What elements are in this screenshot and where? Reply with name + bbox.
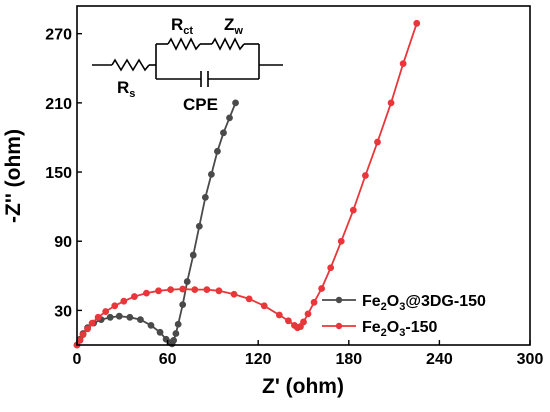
data-point	[76, 336, 84, 344]
data-point	[201, 194, 209, 201]
data-point	[189, 251, 197, 259]
data-point	[203, 286, 211, 294]
data-point	[147, 321, 155, 329]
data-point	[174, 320, 182, 328]
data-point	[297, 323, 304, 330]
data-point	[183, 278, 191, 285]
data-point	[220, 129, 227, 137]
data-point	[191, 286, 199, 294]
data-point	[88, 319, 96, 327]
data-point	[130, 293, 138, 300]
data-point	[304, 310, 312, 318]
data-point	[84, 325, 91, 333]
equivalent-circuit-inset	[92, 37, 283, 87]
resistor-rct-icon	[167, 37, 201, 51]
data-point	[126, 313, 134, 321]
legend-swatch-marker	[335, 322, 343, 330]
data-point	[214, 147, 221, 155]
y-tick-label: 150	[45, 165, 72, 182]
data-point	[245, 295, 253, 303]
x-tick-label: 180	[335, 351, 362, 368]
legend-swatch-marker	[335, 296, 343, 304]
resistor-rs-icon	[111, 58, 150, 72]
y-tick-label: 210	[45, 96, 72, 113]
data-point	[232, 99, 239, 107]
x-tick-label: 60	[159, 351, 177, 368]
data-point	[102, 308, 110, 315]
data-point	[115, 312, 123, 320]
data-point	[156, 328, 164, 336]
data-point	[300, 318, 307, 326]
data-point	[106, 313, 114, 321]
y-tick-label: 30	[54, 303, 72, 320]
data-point	[167, 286, 175, 294]
series-line-0	[76, 102, 237, 346]
plot-frame	[76, 5, 531, 346]
data-point	[195, 222, 203, 230]
data-point	[387, 99, 395, 107]
data-point	[362, 172, 369, 179]
rct-label: Rct	[171, 15, 193, 37]
data-point	[226, 114, 233, 122]
data-point	[318, 285, 326, 292]
data-point	[337, 237, 345, 245]
data-point	[79, 331, 87, 339]
data-point	[327, 264, 335, 272]
y-tick-label: 90	[54, 234, 72, 251]
data-point	[155, 287, 162, 295]
data-point	[94, 313, 102, 321]
data-point	[260, 302, 268, 310]
data-point	[179, 285, 187, 293]
x-axis-title: Z' (ohm)	[262, 375, 344, 398]
data-point	[413, 19, 421, 27]
x-tick-label: 300	[517, 351, 544, 368]
data-point	[215, 287, 223, 295]
x-tick-label: 120	[245, 351, 272, 368]
data-point	[399, 60, 407, 68]
y-axis-title: -Z'' (ohm)	[2, 129, 25, 223]
cpe-label: CPE	[183, 95, 218, 114]
data-point	[179, 301, 187, 309]
legend-label: Fe2O3@3DG-150	[362, 293, 486, 313]
data-point	[374, 138, 381, 146]
data-point	[137, 316, 144, 324]
data-point	[143, 289, 150, 297]
y-tick-label: 270	[45, 27, 72, 44]
warburg-zw-icon	[211, 37, 245, 51]
data-point	[230, 290, 238, 298]
x-tick-label: 0	[73, 351, 82, 368]
x-tick-label: 240	[426, 351, 453, 368]
data-point	[275, 311, 283, 319]
data-point	[207, 170, 215, 178]
rs-label: Rs	[117, 78, 135, 100]
data-point	[349, 206, 357, 214]
zw-label: Zw	[224, 15, 243, 37]
data-point	[285, 317, 292, 325]
data-point	[172, 330, 180, 337]
data-point	[111, 302, 119, 310]
data-point	[170, 336, 178, 344]
data-point	[120, 297, 128, 305]
legend-label: Fe2O3-150	[362, 319, 438, 339]
data-point	[310, 298, 318, 306]
